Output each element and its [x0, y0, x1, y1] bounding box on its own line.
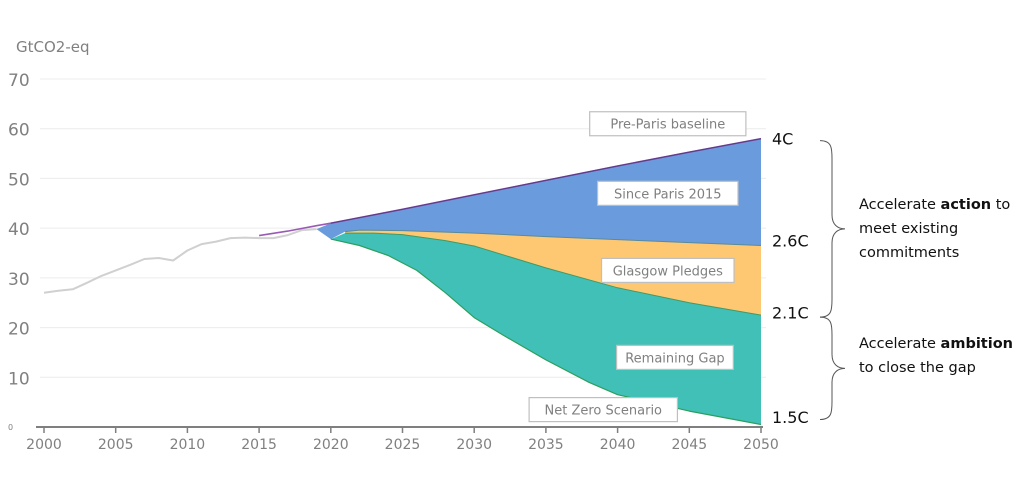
glasgow-lower-edge — [345, 232, 762, 316]
x-tick-label-2025: 2025 — [385, 437, 421, 453]
y-tick-label-30: 30 — [8, 270, 30, 290]
y-tick-label-10: 10 — [8, 369, 30, 389]
x-tick-label-2045: 2045 — [671, 437, 707, 453]
brace-1 — [819, 140, 846, 318]
x-tick-label-2050: 2050 — [743, 437, 779, 453]
area-since-paris-2015 — [316, 138, 761, 246]
series-label-text: Since Paris 2015 — [614, 187, 722, 202]
series-label-text: Remaining Gap — [625, 351, 724, 366]
y-tick-label-50: 50 — [8, 170, 30, 190]
series-label-glasgow-pledges: Glasgow Pledges — [600, 257, 735, 283]
y-tick-label-0: 0 — [8, 423, 13, 432]
series-label-box — [600, 257, 735, 283]
x-tick-label-2020: 2020 — [313, 437, 349, 453]
annotation-2: Accelerate ambition to close the gap — [859, 332, 1024, 380]
series-label-pre-paris-baseline: Pre-Paris baseline — [589, 111, 747, 137]
annotation-text: Accelerate — [859, 336, 941, 353]
series-label-text: Pre-Paris baseline — [610, 118, 725, 133]
y-tick-label-70: 70 — [8, 71, 30, 91]
series-label-remaining-gap: Remaining Gap — [616, 344, 734, 370]
area-glasgow-pledges — [345, 230, 761, 316]
x-tick-label-2040: 2040 — [600, 437, 636, 453]
annotation-text: to meet existing commitments — [859, 196, 1011, 261]
temperature-labels: 4C 2.6C 2.1C 1.5C — [772, 130, 809, 427]
line-historical-emissions — [43, 228, 317, 294]
x-tick-label-2000: 2000 — [26, 437, 62, 453]
area-bands — [316, 138, 761, 425]
series-label-net-zero-scenario: Net Zero Scenario — [528, 397, 679, 423]
annotation-emphasis: ambition — [940, 336, 1013, 353]
series-label-text: Glasgow Pledges — [613, 264, 723, 279]
temp-label-2-6c: 2.6C — [772, 232, 809, 251]
temp-label-4c: 4C — [772, 130, 793, 149]
temp-label-1-5c: 1.5C — [772, 408, 809, 427]
series-label-box — [528, 397, 679, 423]
annotation-emphasis: action — [940, 196, 992, 213]
since-paris-lower-edge — [345, 229, 762, 246]
x-tick-label-2035: 2035 — [528, 437, 564, 453]
x-tick-label-2010: 2010 — [170, 437, 206, 453]
temp-label-2-1c: 2.1C — [772, 304, 809, 323]
y-axis-unit-label: GtCO2-eq — [16, 38, 90, 56]
y-tick-label-40: 40 — [8, 220, 30, 240]
series-label-since-paris-2015: Since Paris 2015 — [596, 180, 739, 206]
y-tick-label-20: 20 — [8, 320, 30, 340]
series-label-box — [596, 180, 739, 206]
brace-2 — [819, 316, 846, 421]
y-tick-label-60: 60 — [8, 121, 30, 141]
pre-paris-upper-edge — [330, 138, 762, 224]
gridlines — [40, 78, 766, 378]
annotation-text: to close the gap — [859, 360, 976, 377]
area-remaining-gap — [330, 233, 761, 425]
x-tick-label-2015: 2015 — [241, 437, 277, 453]
annotation-1: Accelerate action to meet existing commi… — [859, 193, 1024, 265]
series-label-box — [616, 344, 734, 370]
series-labels: Pre-Paris baseline Since Paris 2015 Glasgo… — [528, 111, 747, 423]
annotation-text: Accelerate — [859, 196, 941, 213]
series-label-box — [589, 111, 747, 137]
braces — [819, 140, 846, 421]
x-tick-label-2005: 2005 — [98, 437, 134, 453]
x-tick-label-2030: 2030 — [456, 437, 492, 453]
series-label-text: Net Zero Scenario — [545, 404, 663, 419]
